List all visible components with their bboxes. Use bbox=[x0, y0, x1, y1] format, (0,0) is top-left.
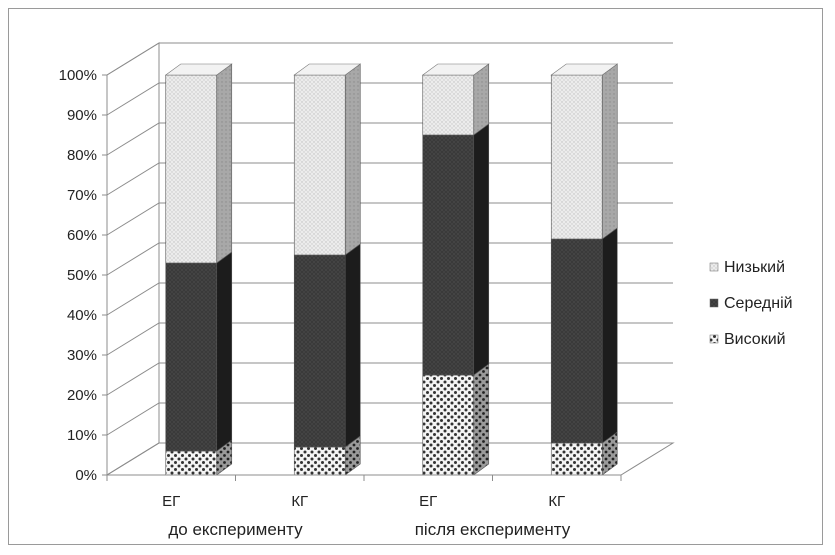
bar-front bbox=[422, 134, 475, 376]
stacked-bar-chart: 0% 10% 20% 30% 40% 50% 60% 70% 80% 90% 100% ЕГ КГ ЕГ… bbox=[59, 42, 793, 539]
y-tick-label: 60% bbox=[67, 227, 97, 244]
bar-side bbox=[216, 63, 233, 264]
legend-swatch bbox=[709, 298, 719, 308]
bar-front bbox=[165, 450, 218, 476]
legend-swatch bbox=[709, 334, 719, 344]
bar-side bbox=[344, 243, 361, 448]
bar-segment-light bbox=[164, 63, 233, 264]
bar-front bbox=[550, 442, 603, 476]
y-tick-label: 80% bbox=[67, 147, 97, 164]
bar-front bbox=[293, 74, 346, 256]
gridline bbox=[106, 282, 673, 316]
legend-item: Низький bbox=[709, 259, 785, 276]
gridline bbox=[106, 122, 673, 156]
bar-segment-light bbox=[550, 63, 619, 240]
legend-label: Низький bbox=[724, 259, 785, 276]
bar-front bbox=[422, 74, 475, 136]
bar-top bbox=[293, 63, 362, 76]
group-label: після експерименту bbox=[415, 520, 571, 539]
gridline bbox=[106, 442, 673, 476]
y-tick-label: 70% bbox=[67, 187, 97, 204]
bar-front bbox=[165, 262, 218, 452]
bar-top bbox=[421, 63, 490, 76]
bar-front bbox=[422, 374, 475, 476]
gridline bbox=[106, 402, 673, 436]
bar-top bbox=[164, 63, 233, 76]
bar-segment-dark bbox=[550, 227, 618, 444]
x-tick-label: ЕГ bbox=[419, 493, 437, 510]
group-label: до експерименту bbox=[168, 520, 303, 539]
gridline bbox=[106, 202, 673, 236]
bar-segment-light bbox=[293, 63, 362, 256]
legend-label: Високий bbox=[724, 331, 786, 348]
legend-swatch bbox=[709, 262, 719, 272]
bar-segment-light bbox=[421, 63, 490, 136]
bar-front bbox=[165, 74, 218, 264]
bar-segment-dark bbox=[422, 123, 490, 376]
bar-top bbox=[550, 63, 619, 76]
y-tick-label: 90% bbox=[67, 107, 97, 124]
bar-front bbox=[293, 446, 346, 476]
bar-side bbox=[601, 227, 618, 444]
x-tick-label: КГ bbox=[548, 493, 565, 510]
y-tick-label: 0% bbox=[75, 467, 97, 484]
y-tick-label: 100% bbox=[59, 67, 97, 84]
y-tick-label: 10% bbox=[67, 427, 97, 444]
bar-segment-dark bbox=[165, 251, 233, 452]
bar-front bbox=[550, 238, 603, 444]
legend-item: Високий bbox=[709, 331, 786, 348]
gridline bbox=[106, 42, 673, 76]
y-tick-label: 50% bbox=[67, 267, 97, 284]
bar-front bbox=[550, 74, 603, 240]
gridline bbox=[106, 362, 673, 396]
legend-item: Середній bbox=[709, 295, 793, 312]
bar-segment-dark bbox=[293, 243, 361, 448]
bar-segment-dots bbox=[422, 363, 490, 476]
y-tick-label: 20% bbox=[67, 387, 97, 404]
y-tick-label: 30% bbox=[67, 347, 97, 364]
bar-side bbox=[344, 63, 361, 256]
bar-segment-dots bbox=[550, 431, 618, 476]
gridline bbox=[106, 242, 673, 276]
bar-side bbox=[216, 251, 233, 452]
bar-side bbox=[473, 363, 490, 476]
y-tick-label: 40% bbox=[67, 307, 97, 324]
legend-label: Середній bbox=[724, 295, 793, 312]
x-tick-label: КГ bbox=[291, 493, 308, 510]
chart-frame: 0% 10% 20% 30% 40% 50% 60% 70% 80% 90% 100% ЕГ КГ ЕГ… bbox=[8, 8, 823, 545]
bar-front bbox=[293, 254, 346, 448]
bar-side bbox=[473, 63, 490, 136]
bar-side bbox=[601, 63, 618, 240]
gridline bbox=[106, 322, 673, 356]
gridline bbox=[106, 162, 673, 196]
bar-side bbox=[473, 123, 490, 376]
gridline bbox=[106, 82, 673, 116]
x-tick-label: ЕГ bbox=[162, 493, 180, 510]
